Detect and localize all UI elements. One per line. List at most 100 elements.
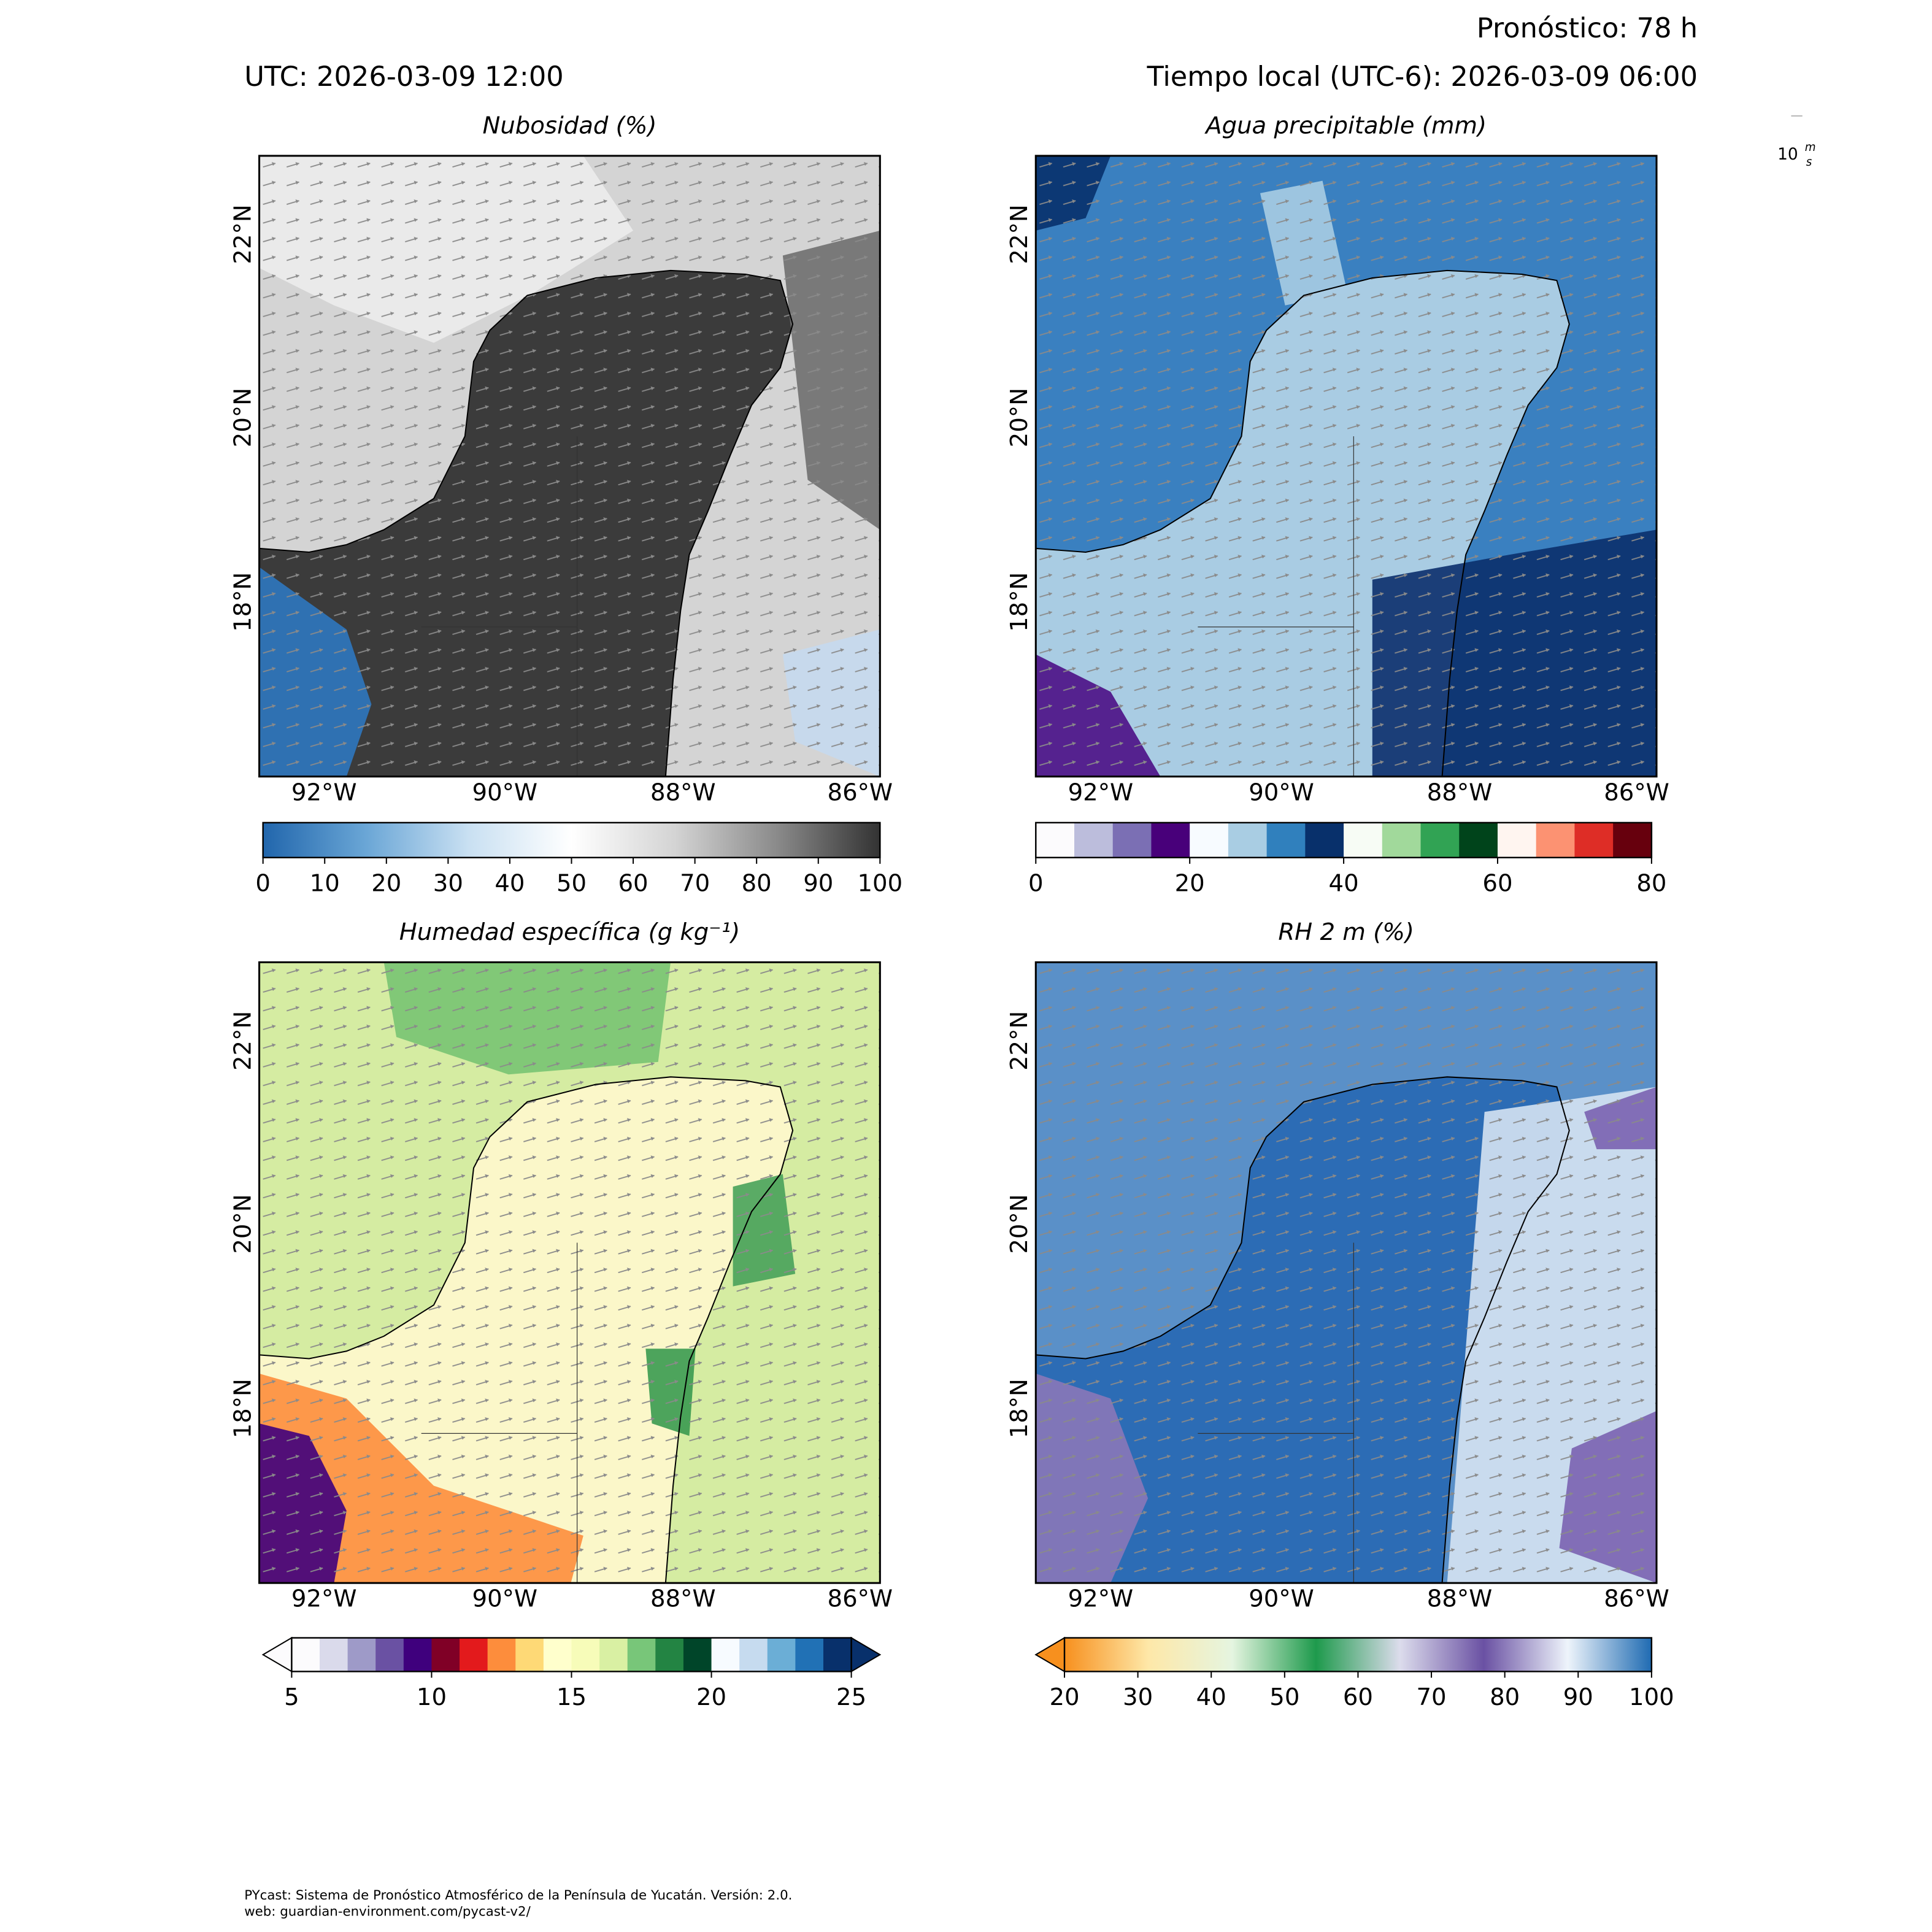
lon-label: 88°W (650, 1585, 716, 1613)
colorbar-tick-label: 50 (1269, 1684, 1299, 1711)
wind-vectors (1036, 962, 1657, 1584)
colorbar-tick-label: 50 (556, 870, 587, 898)
colorbar-tick-label: 60 (618, 870, 648, 898)
lon-label: 92°W (291, 779, 357, 806)
colorbar-segment (1613, 822, 1652, 858)
colorbar-segment (347, 1638, 376, 1672)
colorbar-extend-min (1034, 1636, 1066, 1673)
wind-key-unit-top: m (1805, 141, 1816, 154)
coastline (258, 1076, 794, 1584)
lon-label: 90°W (472, 779, 538, 806)
colorbar-segment (543, 1638, 572, 1672)
lat-label: 18°N (1006, 572, 1033, 632)
lon-label: 90°W (1249, 1585, 1314, 1613)
map-frame (258, 961, 881, 1584)
colorbar-tick-label: 10 (417, 1684, 447, 1711)
lat-label: 22°N (1006, 204, 1033, 264)
colorbar-segment (403, 1638, 433, 1672)
coastline (1035, 269, 1570, 777)
colorbar-segment (1190, 822, 1229, 858)
colorbar-segment (431, 1638, 460, 1672)
colorbar-segment (627, 1638, 656, 1672)
colorbar-tick-label: 20 (371, 870, 401, 898)
colorbar-tick-label: 15 (556, 1684, 587, 1711)
colorbar-segment (1344, 822, 1383, 858)
border (421, 436, 578, 777)
colorbar-tick-label: 10 (310, 870, 340, 898)
lat-label: 20°N (229, 388, 256, 447)
colorbar-segment (487, 1638, 516, 1672)
colorbar-tick-label: 70 (680, 870, 710, 898)
colorbar-tick-label: 0 (1028, 870, 1044, 898)
lat-label: 20°N (229, 1194, 256, 1253)
map-frame (1034, 961, 1658, 1584)
colorbar-tick-label: 60 (1343, 1684, 1373, 1711)
lon-label: 90°W (472, 1585, 538, 1613)
colorbar-segment (1112, 822, 1152, 858)
footer-line: PYcast: Sistema de Pronóstico Atmosféric… (244, 1888, 792, 1903)
colorbar-segment (739, 1638, 768, 1672)
wind-key-unit-bottom: s (1806, 156, 1812, 169)
border (1198, 1242, 1354, 1584)
colorbar-tick-label: 30 (1123, 1684, 1153, 1711)
lat-label: 22°N (229, 1011, 256, 1071)
colorbar-tick-label: 100 (857, 870, 902, 898)
colorbar-tick-label: 20 (1175, 870, 1205, 898)
panel-title: RH 2 m (%) (1278, 918, 1414, 946)
map-frame (1034, 155, 1658, 778)
lon-label: 86°W (1604, 779, 1669, 806)
colorbar-tick-label: 90 (1563, 1684, 1593, 1711)
colorbar-tick-label: 25 (836, 1684, 866, 1711)
colorbar-segment (515, 1638, 544, 1672)
lat-label: 18°N (1006, 1379, 1033, 1438)
colorbar-extend-max (850, 1636, 882, 1673)
colorbar-segment (683, 1638, 712, 1672)
colorbar-tick-label: 80 (742, 870, 772, 898)
colorbar-segment (1074, 822, 1114, 858)
colorbar-tick-label: 80 (1636, 870, 1666, 898)
colorbar-extend-min (261, 1636, 293, 1673)
lon-label: 88°W (650, 779, 716, 806)
colorbar-tick-label: 20 (1049, 1684, 1079, 1711)
colorbar-segment (291, 1638, 320, 1672)
colorbar-segment (460, 1638, 488, 1672)
border (1198, 436, 1354, 777)
colorbar-tick-label: 40 (495, 870, 525, 898)
map-panel: RH 2 m (%) 92°W 90°W 88°W 86°W 22°N 20°N 18°N (1006, 918, 1669, 1613)
colorbar-segment (1151, 822, 1190, 858)
map-panel: Humedad específica (g kg⁻¹) 92°W 90°W 88°W 8… (229, 918, 893, 1613)
colorbar-segment (320, 1638, 348, 1672)
wind-vectors (259, 155, 880, 777)
colorbar-segment (375, 1638, 404, 1672)
lon-label: 92°W (1068, 1585, 1134, 1613)
lat-label: 22°N (1006, 1011, 1033, 1071)
coastline (258, 269, 794, 777)
lon-label: 86°W (828, 779, 893, 806)
colorbar-segment (1266, 822, 1306, 858)
border (421, 1242, 578, 1584)
colorbar-tick-label: 40 (1329, 870, 1359, 898)
utc-time: UTC: 2026-03-09 12:00 (244, 61, 564, 93)
colorbar-fill (1064, 1638, 1652, 1672)
lon-label: 88°W (1427, 1585, 1493, 1613)
colorbar-segment (1459, 822, 1498, 858)
colorbar-fill (263, 822, 880, 858)
colorbar-tick-label: 5 (284, 1684, 299, 1711)
panel-title: Humedad específica (g kg⁻¹) (399, 918, 740, 946)
coastline (1035, 1076, 1570, 1584)
colorbar-segment (655, 1638, 684, 1672)
wind-vectors (259, 962, 880, 1584)
colorbar-segment (1497, 822, 1537, 858)
panel-title: Agua precipitable (mm) (1204, 112, 1487, 139)
colorbar-segment (1420, 822, 1460, 858)
lat-label: 18°N (229, 1379, 256, 1438)
wind-vectors (1036, 155, 1657, 777)
lat-label: 20°N (1006, 1194, 1033, 1253)
wind-key-speed: 10 (1777, 145, 1798, 164)
lon-label: 92°W (1068, 779, 1134, 806)
colorbar-segment (1574, 822, 1614, 858)
colorbar-segment (767, 1638, 796, 1672)
lat-label: 22°N (229, 204, 256, 264)
colorbar-tick-label: 80 (1490, 1684, 1520, 1711)
